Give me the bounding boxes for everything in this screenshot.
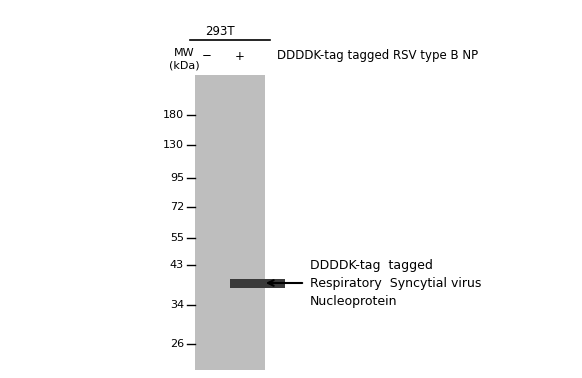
Text: DDDDK-tag  tagged: DDDDK-tag tagged <box>310 259 433 271</box>
Text: DDDDK-tag tagged RSV type B NP: DDDDK-tag tagged RSV type B NP <box>277 50 478 62</box>
Bar <box>195 75 265 370</box>
Text: 55: 55 <box>170 233 184 243</box>
Text: −: − <box>202 50 212 62</box>
Text: 130: 130 <box>163 140 184 150</box>
Text: 43: 43 <box>170 260 184 270</box>
Text: 34: 34 <box>170 300 184 310</box>
Bar <box>230 279 285 288</box>
Text: +: + <box>235 50 245 62</box>
Text: MW
(kDa): MW (kDa) <box>169 48 199 70</box>
Text: Nucleoprotein: Nucleoprotein <box>310 294 398 307</box>
Text: 26: 26 <box>170 339 184 349</box>
Text: Respiratory  Syncytial virus: Respiratory Syncytial virus <box>310 276 481 290</box>
Text: 293T: 293T <box>205 25 235 38</box>
Text: 95: 95 <box>170 173 184 183</box>
Text: 72: 72 <box>170 202 184 212</box>
Text: 180: 180 <box>163 110 184 120</box>
